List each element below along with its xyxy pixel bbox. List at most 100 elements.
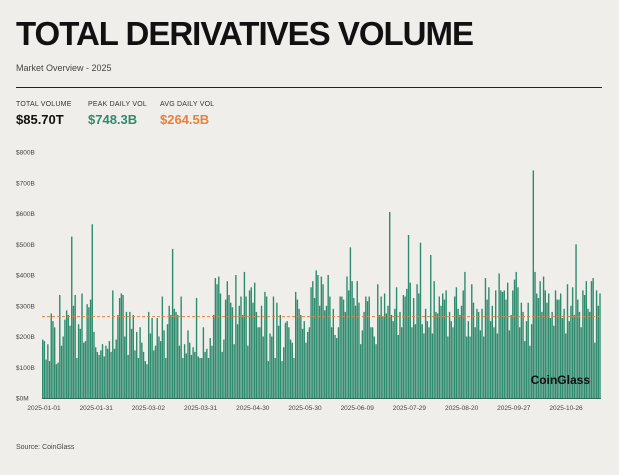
- bar: [228, 294, 230, 398]
- bar: [409, 282, 411, 398]
- bar: [269, 333, 271, 398]
- bar: [505, 299, 507, 398]
- bar: [332, 308, 335, 398]
- bar: [479, 330, 482, 398]
- bar: [235, 275, 237, 398]
- bar: [585, 281, 588, 398]
- bar: [141, 342, 143, 398]
- y-tick-label: $700B: [16, 180, 35, 187]
- bar: [503, 290, 505, 399]
- bar: [300, 314, 302, 398]
- bar: [459, 314, 461, 398]
- bar: [214, 278, 217, 398]
- bar: [108, 341, 111, 398]
- bar: [170, 314, 172, 398]
- bar: [200, 358, 203, 398]
- bar: [291, 342, 293, 398]
- bar: [168, 305, 170, 398]
- bar: [320, 276, 323, 398]
- bar: [359, 344, 362, 398]
- bar: [599, 293, 601, 398]
- bar: [45, 359, 47, 398]
- bar: [132, 314, 134, 398]
- bar: [192, 347, 194, 398]
- bar: [460, 305, 463, 398]
- bar: [233, 344, 235, 398]
- bar: [464, 271, 466, 398]
- bar: [395, 287, 398, 398]
- bar: [83, 342, 85, 398]
- bar: [558, 299, 560, 398]
- bar: [529, 345, 531, 398]
- bar: [351, 281, 353, 398]
- bar: [50, 313, 52, 398]
- bar: [495, 290, 497, 399]
- bar: [156, 318, 158, 398]
- stat-avg-daily: AVG DAILY VOL $264.5B: [160, 101, 214, 127]
- bar: [242, 314, 244, 398]
- bar: [301, 328, 304, 398]
- bar: [329, 296, 331, 398]
- bar: [383, 293, 386, 398]
- bar: [204, 351, 206, 399]
- x-tick-label: 2025-04-30: [236, 405, 270, 412]
- bar: [151, 318, 153, 398]
- bar: [187, 330, 189, 398]
- bar: [570, 305, 572, 398]
- bar: [515, 271, 517, 398]
- bar: [518, 327, 521, 398]
- bar: [483, 336, 485, 398]
- bar: [257, 327, 259, 398]
- bar: [55, 364, 58, 398]
- bar: [57, 362, 59, 398]
- bar: [402, 294, 405, 398]
- bar: [288, 327, 290, 398]
- coinglass-watermark: CoinGlass: [531, 373, 591, 387]
- bar: [112, 290, 114, 399]
- bar: [387, 305, 389, 398]
- bar: [532, 170, 535, 398]
- bar: [158, 336, 160, 398]
- bar: [544, 290, 546, 399]
- bar: [548, 293, 550, 398]
- bar: [173, 308, 176, 398]
- bar: [253, 282, 256, 398]
- bar: [221, 351, 223, 399]
- bar: [554, 290, 557, 399]
- bar: [421, 324, 423, 398]
- bar: [296, 299, 299, 398]
- bar: [189, 342, 191, 398]
- bar: [226, 281, 229, 398]
- bar: [219, 293, 222, 398]
- bar: [549, 318, 552, 398]
- bar: [565, 333, 567, 398]
- bar: [305, 342, 307, 398]
- bar: [137, 358, 140, 398]
- bar: [472, 302, 475, 398]
- bar: [259, 327, 261, 398]
- bar: [371, 327, 374, 398]
- bar: [358, 302, 360, 398]
- bar: [443, 299, 446, 398]
- bar: [276, 302, 278, 398]
- bar: [223, 339, 225, 398]
- bar: [382, 316, 384, 398]
- bar: [207, 358, 210, 398]
- bar: [412, 298, 415, 398]
- bar: [154, 345, 157, 398]
- bar: [416, 284, 418, 398]
- bar: [440, 305, 442, 398]
- bar: [575, 244, 577, 398]
- bar: [94, 347, 97, 398]
- bar: [161, 296, 164, 398]
- bar: [366, 301, 369, 398]
- bar: [337, 327, 340, 398]
- bar: [224, 299, 227, 398]
- bar: [209, 338, 211, 398]
- bar: [67, 314, 70, 398]
- y-tick-label: $500B: [16, 242, 35, 249]
- bar: [71, 236, 73, 398]
- bar: [165, 358, 167, 398]
- bar: [182, 358, 184, 398]
- bar: [310, 287, 312, 398]
